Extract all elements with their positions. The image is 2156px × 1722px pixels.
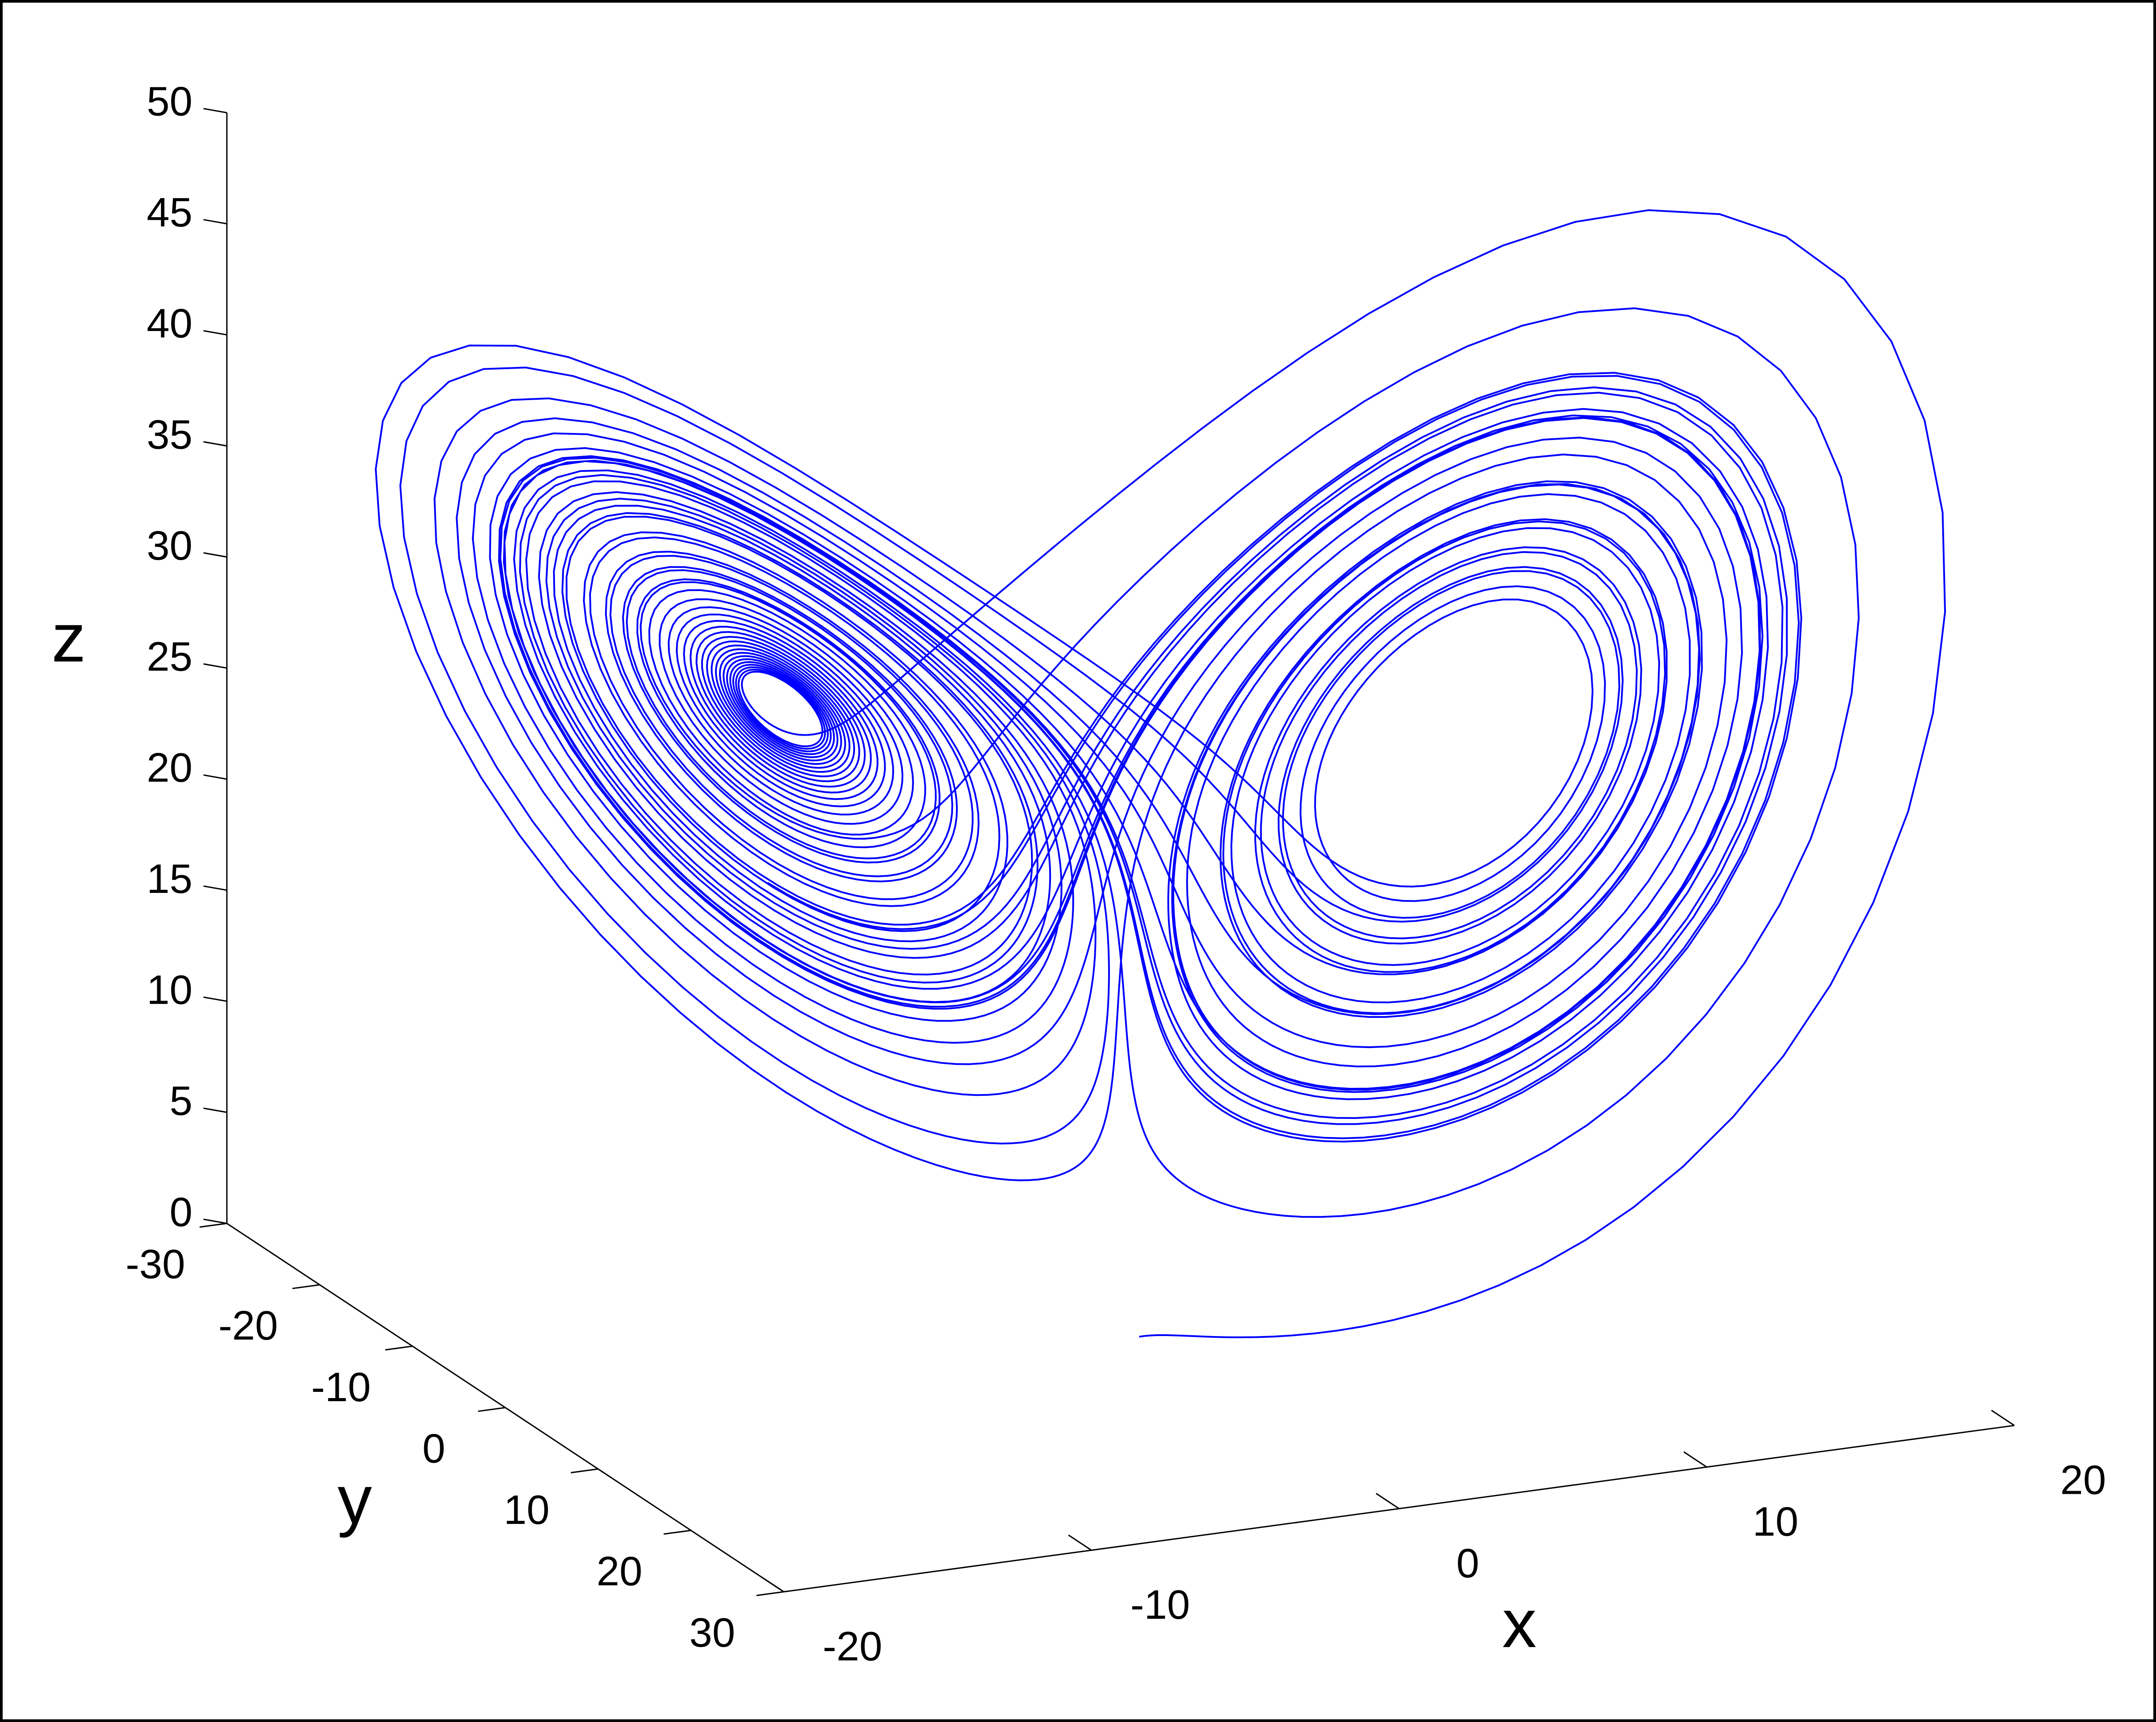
y-tick-label: -30 bbox=[125, 1241, 185, 1287]
z-tick-label: 15 bbox=[147, 856, 192, 902]
x-tick-label: 10 bbox=[1753, 1499, 1798, 1545]
x-tick-label: 0 bbox=[1457, 1540, 1480, 1586]
tick-mark bbox=[203, 885, 227, 891]
tick-mark bbox=[203, 552, 227, 558]
tick-mark bbox=[292, 1284, 320, 1290]
z-tick-label: 30 bbox=[147, 522, 192, 569]
tick-mark bbox=[203, 663, 227, 669]
tick-mark bbox=[664, 1530, 691, 1535]
tick-mark bbox=[203, 996, 227, 1002]
tick-mark bbox=[756, 1591, 784, 1596]
z-tick-label: 35 bbox=[147, 411, 192, 457]
z-tick-label: 20 bbox=[147, 744, 192, 791]
z-tick-label: 50 bbox=[147, 78, 192, 124]
z-tick-label: 25 bbox=[147, 634, 192, 680]
tick-mark bbox=[203, 441, 227, 447]
z-tick-label: 40 bbox=[147, 300, 192, 347]
y-axis-label: y bbox=[338, 1461, 372, 1538]
tick-mark bbox=[203, 1107, 227, 1113]
tick-mark bbox=[203, 219, 227, 225]
trajectory bbox=[375, 209, 1946, 1338]
z-tick-label: 10 bbox=[147, 966, 192, 1013]
y-tick-label: 10 bbox=[504, 1487, 549, 1533]
y-tick-label: -10 bbox=[311, 1364, 371, 1410]
tick-mark bbox=[199, 1223, 227, 1228]
tick-mark bbox=[203, 330, 227, 336]
z-tick-label: 45 bbox=[147, 189, 192, 235]
tick-mark bbox=[1068, 1534, 1092, 1551]
z-tick-label: 0 bbox=[170, 1189, 193, 1235]
y-tick-label: 20 bbox=[597, 1548, 642, 1594]
tick-mark bbox=[203, 774, 227, 780]
z-tick-label: 5 bbox=[170, 1078, 193, 1124]
z-axis-label: z bbox=[51, 600, 86, 676]
tick-mark bbox=[1375, 1493, 1400, 1509]
tick-mark bbox=[1991, 1410, 2015, 1426]
tick-mark bbox=[760, 1576, 784, 1593]
tick-mark bbox=[570, 1468, 598, 1473]
x-axis-label: x bbox=[1502, 1585, 1537, 1662]
tick-mark bbox=[1683, 1451, 1707, 1468]
y-tick-label: 30 bbox=[689, 1609, 735, 1656]
tick-mark bbox=[203, 108, 227, 113]
y-tick-label: 0 bbox=[422, 1425, 445, 1471]
x-tick-label: -10 bbox=[1130, 1582, 1190, 1628]
y-tick-label: -20 bbox=[219, 1302, 278, 1348]
x-tick-label: 20 bbox=[2060, 1457, 2106, 1503]
tick-mark bbox=[385, 1345, 413, 1351]
tick-mark bbox=[203, 1219, 227, 1224]
x-tick-label: -20 bbox=[823, 1623, 882, 1669]
tick-mark bbox=[478, 1407, 506, 1412]
